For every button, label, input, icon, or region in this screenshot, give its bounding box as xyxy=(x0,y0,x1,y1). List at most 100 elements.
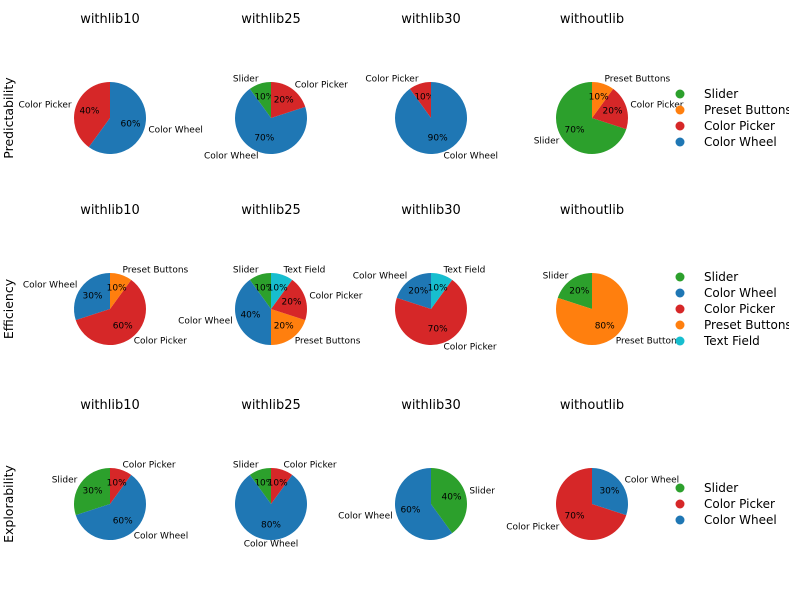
pie-slice-label: Color Wheel xyxy=(134,532,189,542)
pie-1-0: withlib10 30% Color Wheel 60%Color Picker 10… xyxy=(23,203,189,347)
pie-percent-label: 20% xyxy=(274,96,294,106)
pie-percent-label: 60% xyxy=(113,516,133,526)
pie-percent-label: 10% xyxy=(254,92,274,102)
pie-1-2: withlib30 20%Color Wheel 70% Color Picker 10… xyxy=(353,203,497,352)
row-label-efficiency: Efficiency xyxy=(1,278,16,339)
legend-entry-preset-buttons: Preset Buttons xyxy=(704,103,789,117)
pie-slice-color-picker xyxy=(394,279,467,346)
legend-entry-color-wheel: Color Wheel xyxy=(704,286,777,300)
pie-percent-label: 30% xyxy=(599,486,619,496)
legend-marker-slider xyxy=(675,483,685,493)
pie-slice-label: Color Wheel xyxy=(338,511,393,521)
pie-slice-label: Color Picker xyxy=(134,337,187,347)
pie-slice-preset-buttons xyxy=(271,309,306,345)
legend-marker-slider xyxy=(675,89,685,99)
pie-slice-label: Color Picker xyxy=(443,342,496,352)
pie-percent-label: 10% xyxy=(254,283,274,293)
pie-slice-label: Preset Buttons xyxy=(604,75,670,85)
pie-slice-label: Color Picker xyxy=(122,461,175,471)
pie-slice-slider xyxy=(556,82,627,154)
pie-slice-slider xyxy=(249,468,271,504)
legend-marker-preset-buttons xyxy=(675,320,685,330)
legend-entry-slider: Slider xyxy=(704,481,738,495)
pie-slice-label: Text Field xyxy=(282,266,325,276)
pie-percent-label: 90% xyxy=(428,134,448,144)
pie-percent-label: 60% xyxy=(113,321,133,331)
pie-percent-label: 40% xyxy=(79,106,99,116)
legend-entry-color-picker: Color Picker xyxy=(704,302,775,316)
pie-slice-color-wheel xyxy=(396,273,431,309)
pie-percent-label: 10% xyxy=(589,92,609,102)
pie-title: withlib25 xyxy=(241,398,301,413)
pie-0-0: withlib10 40% Color Picker 60% Color Wheel xyxy=(18,12,203,155)
pie-percent-label: 10% xyxy=(268,478,288,488)
pie-percent-label: 40% xyxy=(240,311,260,321)
pie-slice-label: Color Wheel xyxy=(23,280,78,290)
pie-0-3: withoutlib 70% Slider 20% Color Picker 10% Pre… xyxy=(534,12,684,154)
pie-percent-label: 60% xyxy=(400,506,420,516)
pie-slice-label: Slider xyxy=(543,271,569,281)
legend-entry-slider: Slider xyxy=(704,270,738,284)
pie-title: withlib25 xyxy=(241,12,301,27)
legend-marker-color-wheel xyxy=(675,515,685,525)
legend-entry-slider: Slider xyxy=(704,87,738,101)
pie-slice-label: Color Picker xyxy=(506,523,559,533)
legend-marker-preset-buttons xyxy=(675,105,685,115)
pie-slice-color-wheel xyxy=(235,474,307,541)
pie-percent-label: 10% xyxy=(107,478,127,488)
pie-percent-label: 10% xyxy=(107,283,127,293)
legend-predictability: Slider Preset Buttons Color Picker Color Wh… xyxy=(675,87,789,149)
pie-percent-label: 20% xyxy=(408,287,428,297)
pie-slice-color-picker xyxy=(74,82,110,148)
pie-slice-preset-buttons xyxy=(592,82,614,118)
legend-entry-color-wheel: Color Wheel xyxy=(704,513,777,527)
pie-slice-color-wheel xyxy=(73,273,110,321)
pie-slice-label: Color Picker xyxy=(365,75,418,85)
pie-percent-label: 20% xyxy=(274,321,294,331)
pie-slice-slider xyxy=(249,273,271,309)
pie-2-1: withlib25 10% Slider 80% Color Wheel 10% Color… xyxy=(233,398,337,549)
pie-2-0: withlib10 30% Slider 60%Color Wheel 10% Color… xyxy=(52,398,189,542)
pie-slice-color-wheel xyxy=(592,468,629,516)
pie-slice-label: Slider xyxy=(469,487,495,497)
pie-title: withoutlib xyxy=(560,203,624,218)
pie-slice-slider xyxy=(73,468,110,516)
row-label-explorability: Explorability xyxy=(1,465,16,543)
pie-title: withlib10 xyxy=(80,398,140,413)
pie-slice-color-picker xyxy=(592,88,628,130)
pie-1-3: withoutlib 20%Slider 80%Preset Buttons xyxy=(543,203,682,347)
pie-title: withoutlib xyxy=(560,12,624,27)
pie-title: withlib30 xyxy=(401,398,461,413)
pie-slice-label: Color Wheel xyxy=(625,475,680,485)
pie-percent-label: 70% xyxy=(565,512,585,522)
legend-entry-color-wheel: Color Wheel xyxy=(704,135,777,149)
pie-slice-label: Color Picker xyxy=(295,80,348,90)
pie-title: withlib30 xyxy=(401,12,461,27)
pie-slice-color-wheel xyxy=(88,82,147,155)
pie-slice-color-wheel xyxy=(394,468,453,540)
pie-slice-slider xyxy=(431,468,467,534)
pie-percent-label: 60% xyxy=(121,120,141,130)
pie-slice-color-picker xyxy=(271,82,306,118)
pie-slice-slider xyxy=(249,82,271,118)
legend-entry-color-picker: Color Picker xyxy=(704,119,775,133)
pie-slice-color-wheel xyxy=(235,88,308,155)
pie-percent-label: 80% xyxy=(595,321,615,331)
pie-2-3: withoutlib 70% Color Picker 30% Color Wheel xyxy=(506,398,680,541)
pie-slice-color-picker xyxy=(75,279,147,346)
pie-slice-text-field xyxy=(271,273,293,309)
pie-percent-label: 30% xyxy=(83,291,103,301)
pie-slice-label: Color Picker xyxy=(283,461,336,471)
pie-percent-label: 10% xyxy=(428,283,448,293)
legend-marker-color-picker xyxy=(675,304,685,314)
pie-title: withlib10 xyxy=(80,203,140,218)
pie-slice-label: Preset Buttons xyxy=(616,337,682,347)
legend-marker-slider xyxy=(675,272,685,282)
pie-percent-label: 10% xyxy=(254,478,274,488)
pie-slice-preset-buttons xyxy=(555,273,628,345)
pie-slice-color-picker xyxy=(409,82,431,118)
pie-0-2: withlib30 10% Color Picker 90% Color Wheel xyxy=(365,12,498,161)
